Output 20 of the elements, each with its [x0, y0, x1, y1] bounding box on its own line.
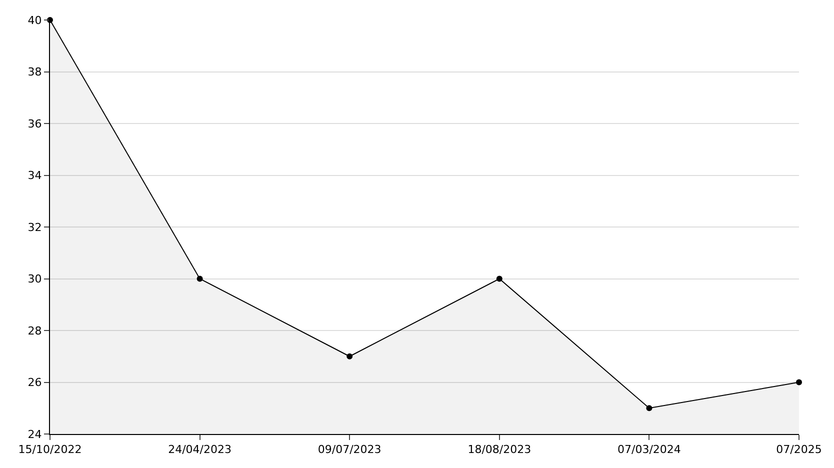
y-tick-label: 28 — [28, 324, 42, 338]
point — [796, 379, 802, 386]
y-tick-label: 32 — [28, 220, 42, 234]
y-tick-label: 30 — [28, 272, 42, 286]
y-tick-label: 38 — [28, 66, 42, 79]
x-tick-label: 24/04/2023 — [168, 443, 232, 456]
x-tick-label: 09/07/2023 — [318, 443, 382, 456]
x-tick-label: 15/10/2022 — [18, 443, 82, 456]
y-tick-label: 26 — [28, 376, 42, 390]
point — [196, 276, 203, 282]
y-tick-label: 36 — [28, 117, 42, 130]
x-tick-label: 07/03/2024 — [617, 443, 681, 456]
y-tick-label: 34 — [28, 169, 42, 182]
point — [346, 353, 353, 360]
y-tick-label: 40 — [28, 14, 42, 27]
x-tick-label: 18/08/2023 — [468, 443, 532, 456]
x-tick-label: 07/2025 — [776, 443, 822, 456]
y-tick-label: 24 — [28, 428, 42, 441]
point — [646, 405, 652, 412]
point — [496, 276, 502, 282]
